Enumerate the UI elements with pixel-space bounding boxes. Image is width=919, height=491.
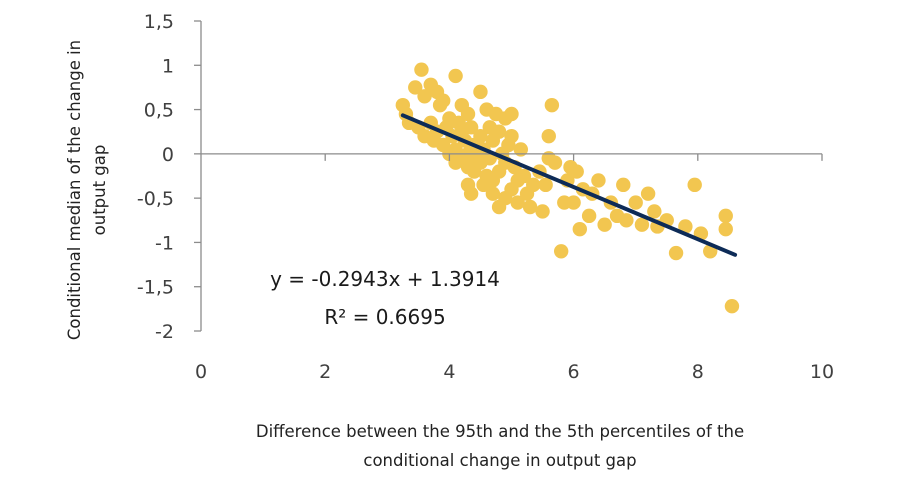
- data-point: [569, 164, 584, 179]
- y-axis-title: Conditional median of the change in outp…: [65, 40, 109, 340]
- data-point: [513, 142, 529, 157]
- data-point: [538, 177, 553, 193]
- trendline-layer: [400, 113, 738, 257]
- data-point: [414, 62, 429, 77]
- data-point: [566, 195, 581, 210]
- data-point: [547, 155, 563, 170]
- labels-layer: y = -0.2943x + 1.3914 R² = 0.6695 Differ…: [65, 40, 744, 470]
- data-point: [678, 219, 693, 234]
- data-point: [647, 204, 662, 219]
- data-point: [628, 195, 643, 210]
- data-point: [504, 128, 519, 144]
- y-tick-label: -1,5: [137, 277, 174, 299]
- data-point: [463, 186, 479, 201]
- y-tick-label: 1: [162, 55, 174, 77]
- data-point: [544, 97, 560, 113]
- data-point: [718, 221, 733, 237]
- data-point: [522, 199, 538, 215]
- data-point: [463, 120, 479, 135]
- data-point: [572, 221, 588, 237]
- data-point: [473, 84, 488, 100]
- x-axis-title-line-1: Difference between the 95th and the 5th …: [256, 422, 744, 441]
- y-tick-label: -2: [155, 321, 174, 343]
- y-tick-label: 0: [162, 144, 174, 166]
- y-tick-label: -0,5: [137, 188, 174, 210]
- data-point: [597, 217, 612, 232]
- data-point: [591, 173, 606, 188]
- x-tick-label: 0: [195, 361, 207, 383]
- data-point: [504, 182, 519, 197]
- points-layer: [395, 62, 740, 314]
- data-point: [535, 204, 550, 219]
- y-tick-label: 1,5: [144, 11, 174, 33]
- data-point: [408, 80, 423, 95]
- data-point: [687, 177, 702, 193]
- data-point: [718, 208, 733, 224]
- data-point: [634, 217, 650, 232]
- x-tick-label: 8: [692, 361, 704, 383]
- data-point: [510, 195, 525, 210]
- data-point: [460, 106, 476, 122]
- data-point: [448, 68, 463, 84]
- data-point: [516, 168, 532, 184]
- data-point: [640, 186, 656, 201]
- x-tick-label: 10: [810, 361, 834, 383]
- data-point: [476, 177, 491, 193]
- data-point: [553, 244, 569, 259]
- data-point: [504, 106, 519, 122]
- x-tick-label: 2: [319, 361, 331, 383]
- data-point: [435, 93, 451, 108]
- data-point: [668, 245, 684, 261]
- y-axis-title-line-1: Conditional median of the change in: [65, 40, 84, 340]
- x-tick-label: 4: [443, 361, 455, 383]
- y-tick-label: 0,5: [144, 100, 174, 122]
- data-point: [619, 213, 634, 228]
- y-tick-label: -1: [155, 232, 174, 254]
- data-point: [526, 177, 541, 193]
- r-squared-label: R² = 0.6695: [324, 305, 445, 329]
- data-point: [417, 89, 432, 104]
- data-point: [485, 186, 501, 201]
- trendline-equation-label: y = -0.2943x + 1.3914: [270, 267, 500, 291]
- y-axis-title-line-2: output gap: [90, 145, 109, 236]
- trendline: [400, 113, 738, 257]
- data-point: [491, 124, 507, 139]
- data-point: [581, 208, 597, 224]
- data-point: [541, 128, 556, 144]
- data-point: [616, 177, 631, 193]
- x-axis-title-line-2: conditional change in output gap: [363, 451, 636, 470]
- data-point: [473, 128, 488, 144]
- axes-layer: 1,5 1 0,5 0 -0,5 -1 -1,5 -2 0 2 4 6 8 10: [137, 11, 834, 383]
- x-tick-label: 6: [568, 361, 580, 383]
- data-point: [724, 299, 740, 314]
